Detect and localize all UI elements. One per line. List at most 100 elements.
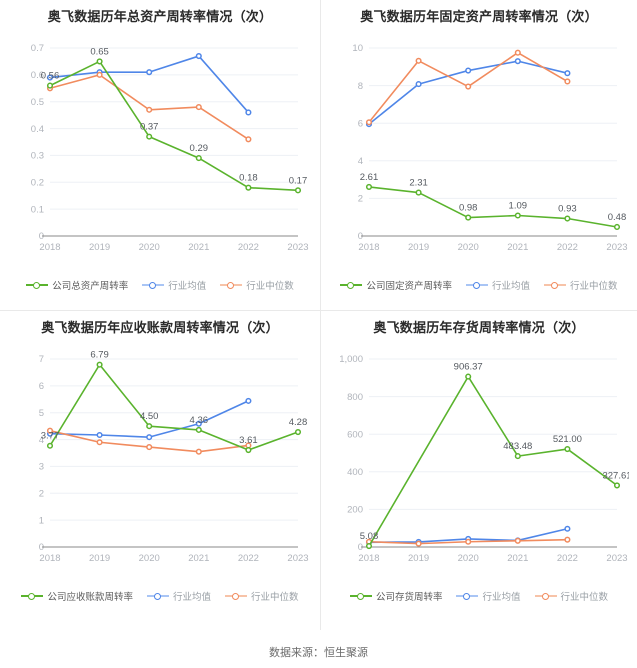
x-axis-tick-label: 2018 — [39, 242, 60, 253]
legend-marker-industry-median-icon — [544, 280, 566, 290]
series-data-point[interactable] — [514, 453, 521, 460]
series-data-point[interactable] — [96, 361, 103, 368]
series-data-point[interactable] — [415, 81, 422, 88]
series-data-point[interactable] — [146, 444, 153, 451]
legend-item-company[interactable]: 公司固定资产周转率 — [340, 278, 452, 292]
series-data-point[interactable] — [514, 537, 521, 544]
series-data-point[interactable] — [365, 542, 373, 550]
chart-title: 奥飞数据历年应收账款周转率情况（次） — [41, 320, 279, 335]
legend-item-company[interactable]: 公司总资产周转率 — [26, 278, 128, 292]
series-data-point[interactable] — [96, 58, 103, 65]
legend-item-industry-avg[interactable]: 行业均值 — [456, 589, 521, 603]
series-data-point[interactable] — [564, 446, 571, 453]
series-data-point[interactable] — [613, 223, 621, 231]
y-axis-tick-label: 10 — [352, 43, 363, 54]
legend-label-industry-median: 行业中位数 — [560, 592, 609, 603]
series-data-point[interactable] — [146, 133, 153, 140]
series-data-point[interactable] — [564, 78, 571, 85]
y-axis-tick-label: 0.2 — [31, 177, 44, 188]
line-chart-svg: 0 2 4 6 8 10 2018 2019 2020 2021 2022 2023 2.61 2.31 0… — [352, 43, 627, 253]
series-data-point[interactable] — [564, 215, 571, 222]
legend-item-industry-avg[interactable]: 行业均值 — [465, 278, 530, 292]
series-data-point[interactable] — [465, 373, 472, 380]
chart-panel-total-asset-turnover: 奥飞数据历年总资产周转率情况（次） 0 0.1 0.2 0.3 0.4 0.5 0.6 0.7… — [0, 0, 320, 310]
data-point-value-label: 3.61 — [239, 435, 258, 446]
legend-item-industry-median[interactable]: 行业中位数 — [225, 589, 299, 603]
legend-label-industry-median: 行业中位数 — [246, 281, 294, 292]
data-point-value-label: 3.77 — [41, 431, 60, 442]
series-data-point[interactable] — [465, 67, 472, 74]
series-data-point[interactable] — [415, 189, 422, 196]
series-data-point[interactable] — [46, 82, 54, 89]
y-axis-tick-label: 5 — [39, 408, 44, 419]
series-data-point[interactable] — [46, 442, 54, 449]
series-data-point[interactable] — [465, 214, 472, 221]
series-data-point[interactable] — [365, 119, 373, 126]
legend-item-company[interactable]: 公司应收账款周转率 — [21, 589, 133, 603]
data-point-value-label: 4.28 — [289, 417, 308, 428]
y-axis-tick-label: 0.4 — [31, 124, 44, 135]
series-data-point[interactable] — [146, 434, 153, 441]
x-axis-tick-label: 2019 — [408, 242, 429, 253]
legend-label-company: 公司存货周转率 — [375, 592, 443, 603]
series-data-point[interactable] — [195, 104, 202, 111]
series-data-point[interactable] — [96, 431, 103, 439]
series-data-point[interactable] — [195, 155, 202, 162]
data-point-value-label: 0.48 — [608, 212, 627, 223]
legend-item-industry-avg[interactable]: 行业均值 — [142, 278, 206, 292]
series-data-point[interactable] — [514, 212, 521, 219]
series-data-point[interactable] — [365, 183, 373, 190]
series-line — [49, 55, 250, 113]
data-source-footer: 数据来源：恒生聚源 — [269, 647, 368, 659]
legend-item-industry-avg[interactable]: 行业均值 — [146, 589, 211, 603]
series-data-point[interactable] — [564, 525, 571, 532]
series-data-point[interactable] — [415, 540, 422, 547]
series-data-point[interactable] — [46, 427, 54, 434]
series-data-point[interactable] — [146, 69, 153, 76]
series-line — [49, 60, 299, 192]
series-line — [368, 186, 618, 228]
series-data-point[interactable] — [613, 482, 621, 489]
series-data-point[interactable] — [465, 538, 472, 545]
series-data-point[interactable] — [245, 397, 252, 404]
series-data-point[interactable] — [46, 74, 54, 81]
series-data-point[interactable] — [415, 57, 422, 64]
legend-item-industry-median[interactable]: 行业中位数 — [534, 589, 609, 603]
y-axis-tick-label: 6 — [358, 118, 363, 129]
series-data-point[interactable] — [146, 106, 153, 113]
series-data-point[interactable] — [96, 439, 103, 446]
series-data-point[interactable] — [564, 70, 571, 77]
series-data-point[interactable] — [195, 53, 202, 60]
series-data-point[interactable] — [564, 536, 571, 543]
series-data-point[interactable] — [195, 448, 202, 455]
legend-marker-industry-avg-icon — [142, 280, 165, 290]
series-data-point[interactable] — [245, 447, 252, 454]
x-axis-tick-label: 2019 — [89, 242, 110, 253]
series-data-point[interactable] — [514, 58, 521, 65]
legend-marker-industry-avg-icon — [146, 591, 169, 601]
x-axis-tick-label: 2020 — [458, 553, 479, 564]
series-data-point[interactable] — [514, 49, 521, 56]
series-data-point[interactable] — [294, 187, 302, 194]
chart-plot-area: 0 200 400 600 800 1,000 2018 2019 2020 2021 2022 20… — [321, 337, 637, 587]
chart-legend: 公司总资产周转率 行业均值 行业中位数 — [0, 278, 320, 292]
legend-item-industry-median[interactable]: 行业中位数 — [220, 278, 294, 292]
chart-panel-receivables-turnover: 奥飞数据历年应收账款周转率情况（次） 0 1 2 3 4 5 6 7 2018 2019 2020 2… — [0, 310, 320, 630]
series-data-point[interactable] — [146, 423, 153, 430]
series-data-point[interactable] — [245, 184, 252, 191]
line-chart-svg: 0 1 2 3 4 5 6 7 2018 2019 2020 2021 2022 2023 3.77 6.79… — [39, 350, 309, 564]
series-data-point[interactable] — [96, 71, 103, 78]
legend-item-company[interactable]: 公司存货周转率 — [349, 589, 443, 603]
legend-item-industry-median[interactable]: 行业中位数 — [544, 278, 618, 292]
y-axis-tick-label: 0 — [358, 542, 363, 553]
series-data-point[interactable] — [245, 136, 252, 143]
series-data-point[interactable] — [195, 426, 202, 433]
series-data-point[interactable] — [465, 83, 472, 90]
x-axis-tick-label: 2021 — [507, 553, 528, 564]
series-line — [368, 375, 618, 547]
series-data-point[interactable] — [294, 429, 302, 436]
series-data-point[interactable] — [195, 420, 202, 427]
chart-title: 奥飞数据历年固定资产周转率情况（次） — [360, 9, 598, 24]
x-axis-tick-label: 2019 — [89, 553, 110, 564]
series-data-point[interactable] — [245, 109, 252, 116]
